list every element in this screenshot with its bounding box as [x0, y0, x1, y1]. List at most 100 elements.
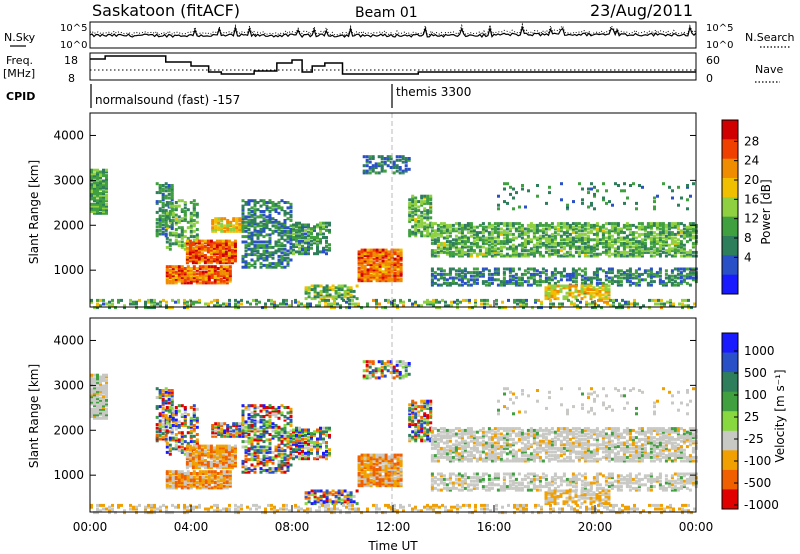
power-cell — [598, 293, 602, 297]
power-cell — [274, 224, 278, 228]
power-cell — [241, 215, 245, 219]
power-cell — [550, 245, 554, 249]
power-cell — [426, 198, 430, 202]
velocity-cell — [224, 466, 228, 470]
power-cell — [240, 298, 243, 302]
power-cell — [553, 231, 557, 235]
power-cell — [433, 238, 437, 242]
power-cell — [225, 274, 229, 278]
power-cell — [484, 283, 488, 287]
velocity-cell — [238, 433, 242, 436]
power-cell — [310, 236, 313, 239]
power-cell — [544, 247, 548, 251]
power-cell — [499, 254, 503, 258]
power-cell — [667, 231, 671, 235]
power-cell — [580, 236, 584, 240]
power-cell — [195, 213, 199, 217]
power-cell — [613, 225, 617, 229]
velocity-cell — [201, 484, 205, 488]
velocity-cell — [195, 482, 199, 486]
velocity-cell — [164, 399, 168, 403]
velocity-cell — [170, 389, 174, 392]
power-cell — [598, 229, 602, 233]
power-cell — [655, 240, 659, 244]
velocity-cell — [213, 481, 217, 484]
power-cell — [651, 298, 654, 302]
power-cell — [192, 272, 196, 276]
power-cell — [268, 253, 272, 257]
power-cell — [271, 208, 275, 212]
power-cell — [460, 241, 464, 245]
power-cell — [274, 249, 278, 253]
power-cell — [235, 228, 239, 231]
velocity-cell — [174, 481, 178, 484]
power-cell — [531, 306, 534, 310]
power-cell — [384, 264, 388, 268]
power-cell — [460, 283, 464, 287]
power-cell — [224, 252, 228, 256]
power-cell — [331, 284, 335, 288]
velocity-cell — [247, 433, 251, 436]
power-cell — [658, 271, 662, 275]
power-cell — [532, 234, 536, 238]
velocity-cell — [194, 464, 198, 468]
velocity-cell — [200, 451, 204, 455]
power-cell — [460, 225, 464, 229]
velocity-cell — [250, 411, 254, 415]
power-cell — [664, 272, 668, 276]
power-cell — [256, 240, 260, 244]
power-cell — [517, 254, 521, 258]
velocity-cell — [90, 377, 93, 381]
power-cell — [211, 219, 215, 222]
power-cell — [253, 245, 257, 249]
power-cell — [93, 172, 96, 176]
power-cell — [520, 245, 524, 249]
power-cell — [240, 302, 243, 306]
power-cell — [224, 257, 228, 261]
power-cell — [378, 273, 382, 277]
power-cell — [185, 252, 189, 256]
power-cell — [658, 249, 662, 253]
power-cell — [253, 217, 257, 221]
power-cell — [565, 227, 569, 231]
velocity-cell — [210, 472, 214, 475]
power-cell — [571, 271, 575, 275]
velocity-cell — [265, 424, 269, 427]
power-cell — [170, 192, 174, 196]
power-cell — [408, 203, 412, 207]
power-cell — [640, 232, 644, 236]
velocity-cell — [93, 377, 96, 381]
power-cell — [180, 229, 184, 233]
power-cell — [411, 200, 415, 204]
power-cell — [622, 254, 626, 258]
power-cell — [185, 261, 189, 265]
power-cell — [277, 231, 281, 235]
power-cell — [96, 306, 99, 310]
power-cell — [192, 229, 196, 233]
power-cell — [637, 280, 641, 284]
velocity-cell — [177, 425, 181, 429]
velocity-cell — [259, 418, 263, 422]
velocity-cell — [253, 438, 257, 442]
power-cell — [310, 239, 313, 243]
power-cell — [198, 277, 202, 281]
power-cell — [426, 194, 430, 198]
power-cell — [573, 302, 576, 306]
power-cell — [414, 209, 418, 213]
power-cell — [544, 243, 548, 247]
power-cell — [607, 245, 611, 249]
power-cell — [592, 238, 596, 242]
power-cell — [583, 223, 587, 227]
power-cell — [589, 293, 593, 297]
velocity-cell — [227, 453, 231, 457]
power-cell — [389, 166, 393, 169]
power-cell — [360, 263, 364, 266]
power-cell — [451, 223, 455, 227]
power-cell — [105, 195, 108, 199]
power-cell — [595, 267, 599, 271]
power-cell — [478, 238, 482, 242]
power-cell — [283, 265, 287, 269]
velocity-cell — [228, 482, 232, 486]
power-cell — [634, 269, 638, 273]
power-cell — [244, 220, 248, 224]
